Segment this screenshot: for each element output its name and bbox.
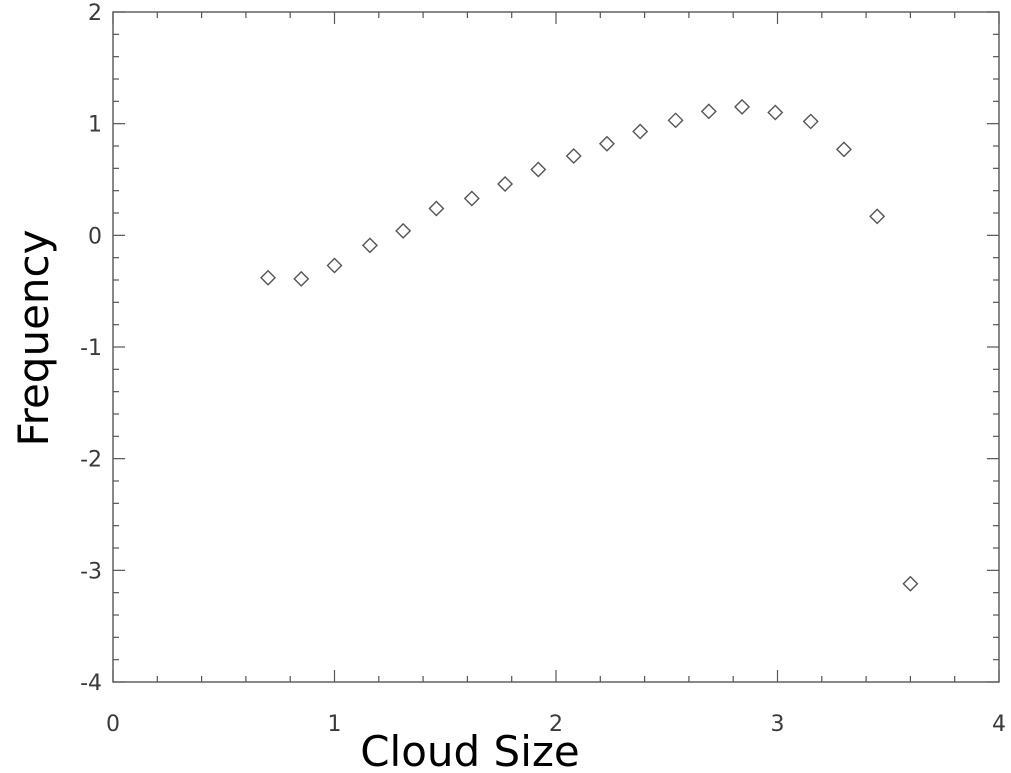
y-tick-label: -3 [80, 559, 102, 584]
data-point [902, 575, 919, 592]
data-point [667, 112, 684, 129]
x-tick-label: 4 [992, 712, 1006, 737]
data-point [598, 135, 615, 152]
y-tick-label: 1 [88, 113, 102, 138]
y-tick-label: 0 [88, 224, 102, 249]
y-tick-label: 2 [88, 1, 102, 26]
axis-ticks [112, 11, 1000, 683]
data-point [428, 200, 445, 217]
y-tick-label: -1 [80, 336, 102, 361]
x-tick-label: 1 [328, 712, 342, 737]
x-tick-labels: 0 1 2 3 4 [106, 712, 1006, 737]
data-points [260, 98, 919, 592]
data-point [767, 104, 784, 121]
plot-border [112, 11, 1000, 683]
x-tick-label: 2 [549, 712, 563, 737]
y-axis-title: Frequency [9, 230, 58, 447]
data-point [497, 175, 514, 192]
data-point [361, 237, 378, 254]
data-point [700, 103, 717, 120]
y-tick-label: -4 [80, 671, 102, 696]
y-tick-label: -2 [80, 448, 102, 473]
x-axis-title: Cloud Size [360, 727, 580, 773]
data-point [565, 148, 582, 165]
y-tick-labels: -4 -3 -2 -1 0 1 2 [80, 1, 102, 696]
data-point [869, 208, 886, 225]
data-point [530, 161, 547, 178]
plot-frame [112, 11, 1000, 683]
data-point [326, 257, 343, 274]
data-point [293, 270, 310, 287]
x-tick-label: 0 [106, 712, 120, 737]
data-point [463, 190, 480, 207]
x-tick-label: 3 [771, 712, 785, 737]
data-point [835, 141, 852, 158]
data-point [802, 113, 819, 130]
data-point [395, 222, 412, 239]
data-point [632, 123, 649, 140]
data-point [734, 98, 751, 115]
data-point [260, 269, 277, 286]
